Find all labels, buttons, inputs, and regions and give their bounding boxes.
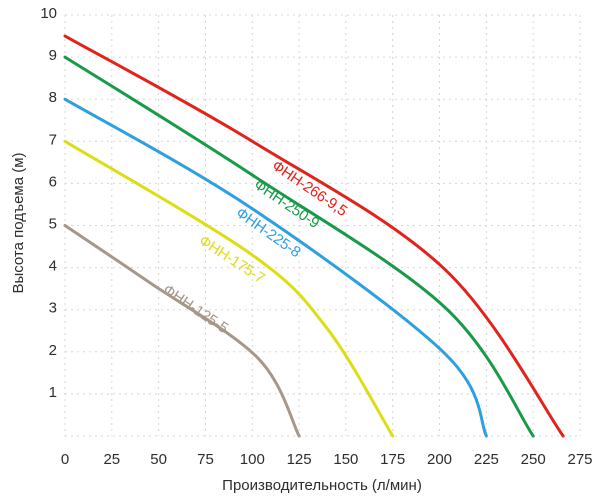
x-tick-label: 0 [61,451,69,468]
x-tick-label: 25 [103,451,120,468]
curve-line-0 [63,34,565,438]
y-tick-label: 10 [40,5,57,22]
y-tick-label: 8 [49,89,57,106]
y-tick-label: 1 [49,384,57,401]
x-tick-label: 150 [333,451,358,468]
axis-tick-labels: 0 25 50 75 100 125 150 175 200 225 250 275 1 2 3 4 5 6 7 8 9… [40,5,592,468]
y-tick-label: 7 [49,131,57,148]
y-tick-label: 4 [49,258,57,275]
x-tick-label: 175 [380,451,405,468]
x-tick-label: 200 [427,451,452,468]
curves [63,34,565,438]
curve-line-4 [63,224,301,438]
curve-line-1 [63,55,535,438]
x-tick-label: 75 [197,451,214,468]
y-tick-label: 2 [49,342,57,359]
curve-label-fnn-125-5: ФНН-125-5 [160,281,231,337]
x-tick-label: 225 [474,451,499,468]
curve-line-2 [63,97,488,438]
x-tick-label: 275 [567,451,592,468]
y-tick-label: 9 [49,47,57,64]
curve-line-3 [63,139,395,438]
x-tick-label: 250 [521,451,546,468]
x-axis-title: Производительность (л/мин) [222,477,422,494]
y-tick-label: 3 [49,300,57,317]
y-tick-label: 6 [49,173,57,190]
y-tick-label: 5 [49,216,57,233]
y-axis-title: Высота подъема (м) [10,152,27,293]
x-tick-label: 100 [240,451,265,468]
x-tick-label: 125 [287,451,312,468]
x-tick-label: 50 [150,451,167,468]
